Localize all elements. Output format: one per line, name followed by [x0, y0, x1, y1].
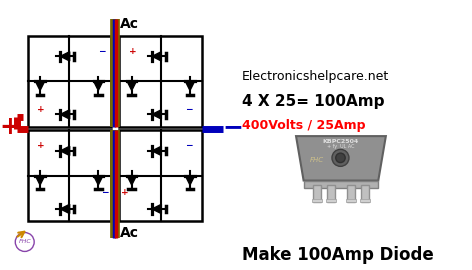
Text: 400Volts / 25Amp: 400Volts / 25Amp: [242, 119, 366, 132]
Bar: [27, 36, 111, 127]
Text: +: +: [37, 141, 45, 150]
Polygon shape: [127, 81, 136, 90]
Polygon shape: [152, 110, 161, 119]
Text: Make 100Amp Diode: Make 100Amp Diode: [242, 246, 434, 264]
Text: −: −: [98, 46, 105, 56]
Text: −: −: [185, 141, 193, 150]
Polygon shape: [35, 81, 45, 90]
Polygon shape: [60, 52, 70, 61]
Text: Ac: Ac: [120, 226, 139, 240]
Polygon shape: [93, 81, 103, 90]
Bar: [119, 36, 202, 127]
Polygon shape: [127, 176, 136, 185]
Text: +: +: [121, 188, 129, 197]
Bar: [346, 198, 355, 202]
Text: −: −: [101, 188, 109, 197]
Bar: [361, 185, 369, 202]
Circle shape: [336, 153, 345, 163]
Polygon shape: [152, 52, 161, 61]
Text: −: −: [222, 115, 243, 139]
Polygon shape: [152, 204, 161, 214]
Bar: [119, 130, 202, 221]
Text: + fy  UL AC: + fy UL AC: [327, 144, 354, 149]
Text: Electronicshelpcare.net: Electronicshelpcare.net: [242, 70, 389, 83]
Text: +: +: [0, 115, 20, 139]
Polygon shape: [60, 204, 70, 214]
Polygon shape: [185, 176, 194, 185]
Text: FHC: FHC: [310, 157, 324, 163]
Bar: [326, 198, 336, 202]
Polygon shape: [60, 146, 70, 156]
Bar: [312, 198, 321, 202]
Polygon shape: [60, 110, 70, 119]
Bar: [27, 130, 111, 221]
Text: FHC: FHC: [18, 239, 31, 245]
Text: +: +: [37, 105, 45, 114]
Bar: [347, 185, 354, 202]
Text: +: +: [129, 46, 136, 56]
Bar: [313, 185, 320, 202]
Circle shape: [332, 149, 349, 166]
Bar: [360, 198, 370, 202]
Polygon shape: [185, 81, 194, 90]
Polygon shape: [296, 136, 386, 181]
Polygon shape: [152, 146, 161, 156]
Text: KBPC2504: KBPC2504: [322, 139, 359, 144]
Text: Ac: Ac: [120, 17, 139, 31]
Text: 4 X 25= 100Amp: 4 X 25= 100Amp: [242, 94, 385, 109]
Polygon shape: [35, 176, 45, 185]
Bar: [327, 185, 335, 202]
Polygon shape: [303, 181, 378, 188]
Text: −: −: [185, 105, 193, 114]
Polygon shape: [93, 176, 103, 185]
